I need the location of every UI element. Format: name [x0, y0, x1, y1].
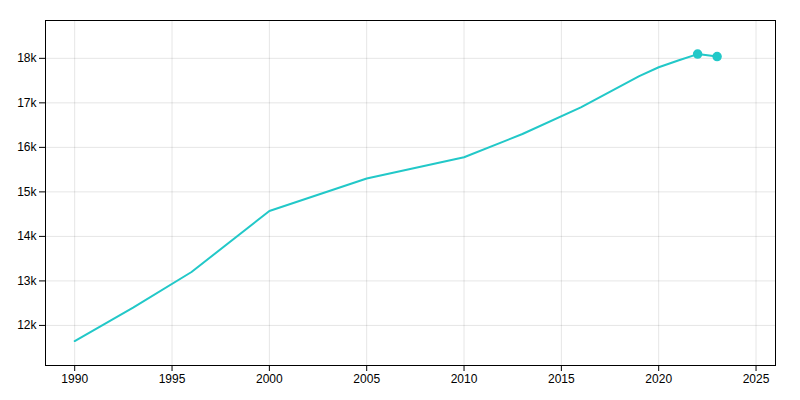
svg-text:13k: 13k [17, 274, 37, 288]
svg-text:16k: 16k [17, 140, 37, 154]
svg-text:1990: 1990 [61, 372, 88, 386]
svg-text:2025: 2025 [743, 372, 770, 386]
svg-text:2015: 2015 [548, 372, 575, 386]
svg-text:2005: 2005 [353, 372, 380, 386]
svg-text:2020: 2020 [645, 372, 672, 386]
svg-text:17k: 17k [17, 96, 37, 110]
svg-text:14k: 14k [17, 229, 37, 243]
svg-text:12k: 12k [17, 318, 37, 332]
svg-text:15k: 15k [17, 185, 37, 199]
svg-text:1995: 1995 [159, 372, 186, 386]
svg-text:2010: 2010 [451, 372, 478, 386]
svg-text:18k: 18k [17, 51, 37, 65]
svg-text:2000: 2000 [256, 372, 283, 386]
